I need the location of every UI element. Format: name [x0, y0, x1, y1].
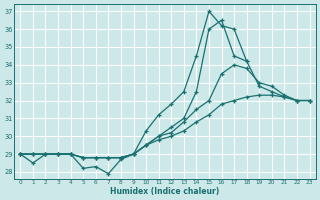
X-axis label: Humidex (Indice chaleur): Humidex (Indice chaleur) — [110, 187, 220, 196]
